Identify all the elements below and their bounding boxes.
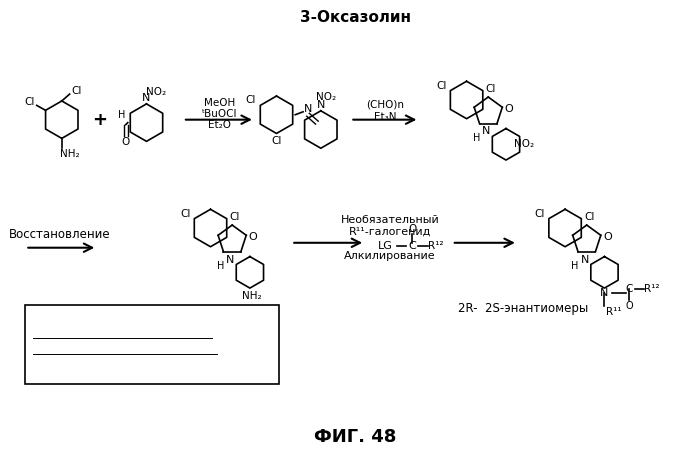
Text: NO₂: NO₂ <box>146 87 167 97</box>
Text: R¹¹: R¹¹ <box>606 307 621 317</box>
Text: ᵗBuOCl: ᵗBuOCl <box>202 109 237 119</box>
Text: O: O <box>122 137 130 147</box>
Text: 2R-  2S-энантиомеры: 2R- 2S-энантиомеры <box>458 302 588 315</box>
Text: N: N <box>316 100 325 110</box>
Text: N: N <box>142 93 150 103</box>
Text: H: H <box>473 133 480 143</box>
Text: N: N <box>580 255 589 265</box>
Text: Et₂O: Et₂O <box>208 120 231 130</box>
Text: Cl: Cl <box>584 212 594 222</box>
Text: Cl: Cl <box>535 209 545 219</box>
Text: Cl: Cl <box>486 84 496 93</box>
Text: Et₃N: Et₃N <box>374 112 396 122</box>
Text: N: N <box>482 126 491 136</box>
Text: Cl: Cl <box>272 136 281 147</box>
Text: H: H <box>118 110 125 120</box>
Text: N: N <box>304 104 312 114</box>
Text: Huisgen, R et al. Angew. Chem., 1962, 74, 31.: Huisgen, R et al. Angew. Chem., 1962, 74… <box>33 345 258 355</box>
Text: N: N <box>226 255 234 265</box>
Text: H: H <box>217 262 224 272</box>
Text: Paul, H et al. Chem. Ber., 1965, 98, 1450: Paul, H et al. Chem. Ber., 1965, 98, 145… <box>33 329 232 339</box>
Text: Необязательный: Необязательный <box>340 215 439 225</box>
Text: Cl: Cl <box>230 212 240 222</box>
Text: Алкилирование: Алкилирование <box>344 251 435 261</box>
Text: NO₂: NO₂ <box>514 139 534 149</box>
Text: LG: LG <box>377 241 392 251</box>
Text: (CHO)n: (CHO)n <box>366 100 404 110</box>
Text: Cl: Cl <box>245 95 255 105</box>
Text: ФИГ. 48: ФИГ. 48 <box>314 428 396 446</box>
Text: R¹¹-галогенид: R¹¹-галогенид <box>349 227 431 237</box>
Text: C: C <box>409 241 416 251</box>
Text: +: + <box>92 111 106 129</box>
Bar <box>25 305 279 384</box>
Text: NH₂: NH₂ <box>242 291 262 301</box>
Text: Cl: Cl <box>180 209 190 219</box>
Text: O: O <box>603 232 612 242</box>
Text: H: H <box>571 262 579 272</box>
Text: O: O <box>505 104 513 114</box>
Text: R¹²: R¹² <box>644 284 659 294</box>
Text: Cl: Cl <box>436 81 447 91</box>
Text: O: O <box>408 224 416 234</box>
Text: Восстановление: Восстановление <box>9 229 111 241</box>
Text: N: N <box>601 288 609 298</box>
Text: R¹²: R¹² <box>428 241 444 251</box>
Text: MeOH: MeOH <box>204 98 235 108</box>
Text: NO₂: NO₂ <box>316 92 336 102</box>
Text: Cl: Cl <box>25 98 35 108</box>
Text: Репрезентативная ссылка:: Репрезентативная ссылка: <box>33 311 182 321</box>
Text: O: O <box>248 232 257 242</box>
Text: C: C <box>625 284 633 294</box>
Text: O: O <box>625 301 633 311</box>
Text: Cl: Cl <box>71 86 82 96</box>
Text: NH₂: NH₂ <box>60 149 80 159</box>
Text: 3-Оксазолин: 3-Оксазолин <box>300 10 411 25</box>
